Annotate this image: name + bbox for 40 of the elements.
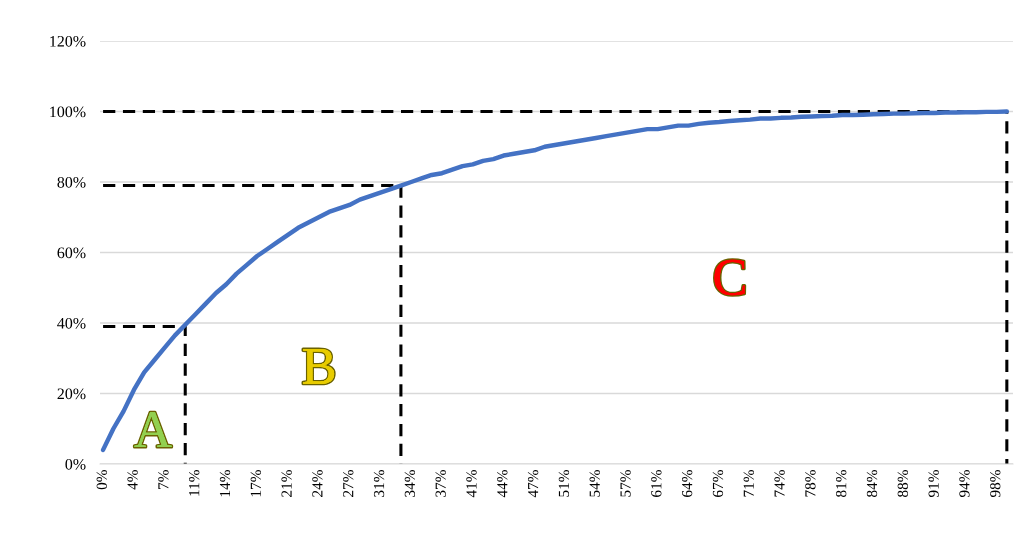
y-tick-label: 80% (57, 176, 86, 188)
y-tick-label: 0% (65, 458, 86, 470)
y-tick-label: 60% (57, 247, 86, 259)
x-tick-label: 37% (435, 470, 446, 497)
x-tick-label: 94% (959, 470, 970, 498)
x-tick-label: 27% (343, 470, 354, 497)
x-tick-label: 64% (681, 470, 693, 497)
y-tick-label: 20% (57, 388, 86, 400)
y-tick-label: 40% (57, 317, 86, 329)
x-tick-label: 88% (897, 470, 909, 497)
x-tick-label: 98% (990, 470, 1001, 498)
annotation: C (714, 259, 745, 296)
x-tick-label: 54% (589, 470, 600, 497)
x-tick-label: 24% (312, 470, 323, 497)
x-tick-label: 21% (281, 470, 292, 497)
x-tick-label: 74% (774, 470, 785, 497)
x-tick-label: 17% (250, 470, 261, 497)
x-tick-label: 47% (527, 470, 539, 498)
x-tick-label: 11% (189, 470, 200, 496)
x-tick-label: 31% (373, 470, 385, 497)
x-tick-label: 91% (928, 470, 939, 498)
y-tick-label: 120% (50, 35, 86, 47)
x-tick-label: 84% (866, 470, 878, 497)
x-tick-label: 78% (805, 470, 816, 497)
y-tick-label: 100% (50, 106, 86, 118)
x-tick-label: 57% (620, 470, 631, 497)
x-tick-label: 0% (96, 470, 107, 490)
x-tick-label: 4% (127, 470, 138, 490)
x-tick-label: 41% (466, 470, 477, 498)
x-tick-label: 71% (743, 470, 754, 497)
x-tick-label: 7% (158, 470, 169, 489)
x-tick-label: 61% (651, 470, 662, 497)
x-tick-label: 67% (712, 470, 724, 497)
x-tick-label: 51% (558, 470, 570, 497)
annotation: B (303, 349, 335, 384)
x-tick-label: 81% (836, 470, 847, 497)
x-tick-label: 44% (497, 470, 508, 498)
annotation: A (134, 412, 172, 448)
x-tick-label: 14% (219, 470, 231, 497)
x-tick-label: 34% (404, 470, 416, 497)
